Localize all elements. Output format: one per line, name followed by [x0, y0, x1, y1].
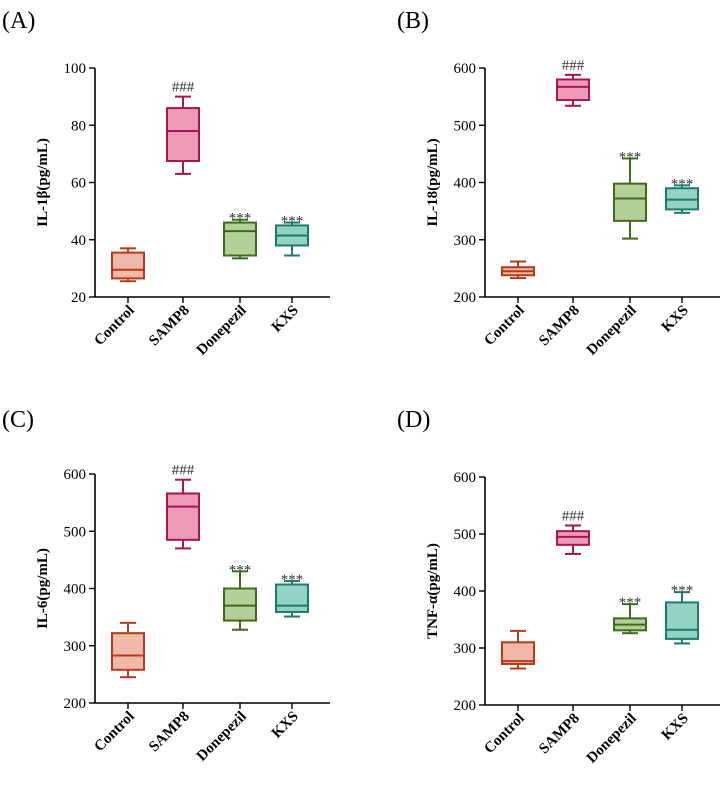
- significance-label: ***: [281, 572, 304, 588]
- y-tick-label: 200: [454, 698, 477, 714]
- box-iqr: [111, 251, 145, 280]
- y-axis-title: TNF-α(pg/mL): [425, 543, 441, 639]
- box-iqr: [166, 492, 200, 541]
- y-tick-label: 80: [71, 118, 86, 134]
- x-category-label: SAMP8: [536, 303, 583, 350]
- x-category-label: Donepezil: [194, 709, 250, 765]
- y-tick-label: 600: [454, 61, 477, 77]
- y-tick-label: 200: [454, 290, 477, 306]
- x-category-label: Donepezil: [584, 711, 640, 767]
- y-tick-label: 600: [454, 470, 477, 486]
- y-tick-label: 400: [454, 176, 477, 192]
- significance-label: ###: [172, 463, 195, 479]
- box-iqr: [556, 78, 590, 102]
- box-control: [501, 260, 535, 280]
- y-tick-label: 500: [454, 118, 477, 134]
- box-iqr: [613, 182, 647, 222]
- significance-label: ###: [562, 58, 585, 74]
- y-tick-label: 400: [64, 582, 87, 598]
- y-tick-label: 40: [71, 233, 86, 249]
- y-tick-label: 500: [454, 527, 477, 543]
- significance-label: ###: [562, 508, 585, 524]
- box-iqr: [275, 583, 309, 613]
- box-donepezil: ***: [223, 211, 257, 260]
- y-tick-label: 500: [64, 524, 87, 540]
- y-axis-title: IL-18(pg/mL): [425, 138, 441, 226]
- box-iqr: [166, 107, 200, 163]
- y-tick-label: 400: [454, 584, 477, 600]
- x-category-label: SAMP8: [146, 709, 193, 756]
- y-tick-label: 600: [64, 467, 87, 483]
- box-iqr: [665, 601, 699, 640]
- box-control: [111, 247, 145, 283]
- box-kxs: ***: [275, 214, 309, 257]
- box-donepezil: ***: [223, 562, 257, 631]
- x-category-label: SAMP8: [536, 711, 583, 758]
- y-axis-title: IL-6(pg/mL): [35, 548, 51, 629]
- significance-label: ***: [671, 583, 694, 599]
- panel-label: (D): [397, 407, 430, 433]
- x-category-label: Control: [481, 303, 527, 349]
- chart-panel-4: (D) 200 300 400 500 600 TNF-α(pg/mL) Control ###…: [397, 407, 720, 767]
- chart-panel-1: (A) 20 40 60 80 100 IL-1β(pg/mL) Control ### SAMP…: [2, 8, 330, 359]
- chart-panel-2: (B) 200 300 400 500 600 IL-18(pg/mL) Control ###…: [397, 8, 720, 359]
- x-category-label: KXS: [269, 709, 302, 742]
- chart-panel-3: (C) 200 300 400 500 600 IL-6(pg/mL) Control ### S…: [2, 407, 330, 765]
- box-samp8: ###: [166, 463, 200, 550]
- significance-label: ***: [281, 214, 304, 230]
- y-tick-label: 200: [64, 696, 87, 712]
- x-category-label: KXS: [269, 303, 302, 336]
- box-kxs: ***: [665, 176, 699, 214]
- box-donepezil: ***: [613, 149, 647, 240]
- y-tick-label: 300: [454, 641, 477, 657]
- x-category-label: Control: [91, 303, 137, 349]
- significance-label: ###: [172, 80, 195, 96]
- panel-label: (A): [2, 8, 35, 34]
- x-category-label: Donepezil: [584, 303, 640, 359]
- panel-label: (C): [2, 407, 34, 433]
- box-donepezil: ***: [613, 595, 647, 635]
- x-category-label: KXS: [659, 711, 692, 744]
- box-iqr: [556, 530, 590, 546]
- significance-label: ***: [229, 562, 252, 578]
- x-category-label: Control: [481, 711, 527, 757]
- x-category-label: KXS: [659, 303, 692, 336]
- box-control: [111, 621, 145, 679]
- y-tick-label: 20: [71, 290, 86, 306]
- x-category-label: Donepezil: [194, 303, 250, 359]
- panel-label: (B): [397, 8, 429, 34]
- y-axis-title: IL-1β(pg/mL): [35, 138, 51, 227]
- x-category-label: Control: [91, 709, 137, 755]
- y-tick-label: 300: [454, 233, 477, 249]
- box-samp8: ###: [556, 58, 590, 107]
- y-tick-label: 100: [64, 61, 87, 77]
- box-iqr: [501, 641, 535, 665]
- box-kxs: ***: [275, 572, 309, 618]
- significance-label: ***: [619, 149, 642, 165]
- y-tick-label: 60: [71, 176, 86, 192]
- x-category-label: SAMP8: [146, 303, 193, 350]
- box-samp8: ###: [556, 508, 590, 555]
- significance-label: ***: [229, 211, 252, 227]
- significance-label: ***: [671, 176, 694, 192]
- box-iqr: [111, 632, 145, 671]
- box-samp8: ###: [166, 80, 200, 175]
- box-control: [501, 629, 535, 670]
- box-iqr: [223, 221, 257, 257]
- box-iqr: [223, 587, 257, 622]
- y-tick-label: 300: [64, 639, 87, 655]
- box-kxs: ***: [665, 583, 699, 645]
- significance-label: ***: [619, 595, 642, 611]
